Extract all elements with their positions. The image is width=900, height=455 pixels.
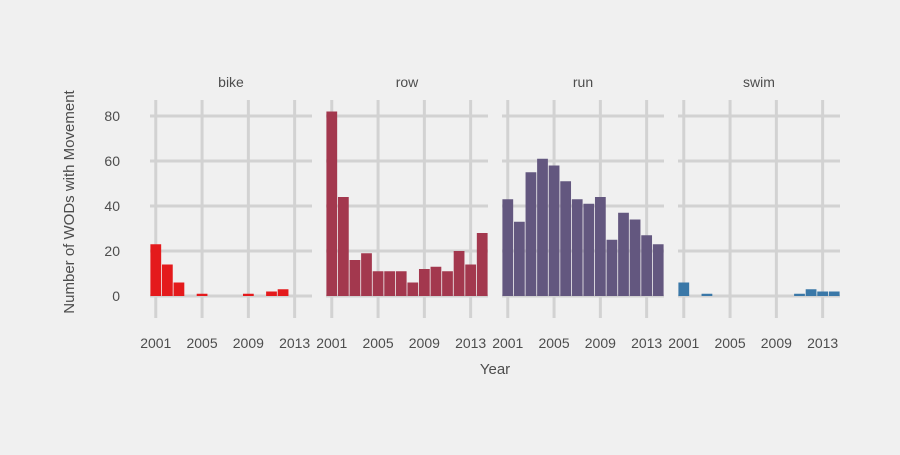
x-tick-label: 2009 bbox=[409, 335, 440, 351]
bar-run-2009 bbox=[594, 197, 606, 296]
bar-bike-2009 bbox=[242, 293, 254, 296]
x-tick-label: 2009 bbox=[761, 335, 792, 351]
bar-bike-2005 bbox=[196, 293, 208, 296]
facet-title: row bbox=[396, 74, 419, 90]
y-tick-label: 20 bbox=[104, 243, 120, 259]
y-tick-label: 60 bbox=[104, 153, 120, 169]
bar-row-2014 bbox=[476, 233, 488, 296]
bar-row-2004 bbox=[361, 253, 372, 296]
bar-row-2010 bbox=[430, 266, 442, 296]
facet-title: bike bbox=[218, 74, 244, 90]
x-tick-label: 2005 bbox=[714, 335, 745, 351]
facet-panel-swim: swim 2001 2005 2009 2013 bbox=[668, 74, 840, 351]
y-tick-label: 40 bbox=[104, 198, 120, 214]
bar-run-2003 bbox=[525, 172, 537, 296]
bar-row-2011 bbox=[442, 271, 453, 296]
bar-run-2005 bbox=[548, 165, 560, 296]
x-tick-label: 2005 bbox=[538, 335, 569, 351]
x-tick-label: 2001 bbox=[492, 335, 523, 351]
bar-row-2006 bbox=[384, 271, 396, 296]
bar-row-2005 bbox=[372, 271, 384, 296]
x-tick-label: 2013 bbox=[279, 335, 310, 351]
bar-swim-2011 bbox=[794, 293, 805, 296]
x-tick-label: 2013 bbox=[631, 335, 662, 351]
bar-row-2002 bbox=[337, 197, 349, 296]
y-axis: 0 20 40 60 80 bbox=[104, 108, 120, 304]
bar-row-2009 bbox=[418, 269, 430, 296]
facet-panel-row: row 2001 2005 2009 2013 bbox=[316, 74, 488, 351]
bar-row-2008 bbox=[407, 282, 419, 296]
bar-run-2013 bbox=[641, 235, 653, 296]
bar-swim-2014 bbox=[828, 291, 840, 296]
bar-run-2012 bbox=[629, 219, 641, 296]
y-axis-label: Number of WODs with Movement bbox=[61, 89, 78, 313]
x-axis-label: Year bbox=[480, 361, 510, 378]
bar-swim-2013 bbox=[817, 291, 829, 296]
bar-swim-2001 bbox=[678, 282, 690, 296]
bar-swim-2012 bbox=[805, 289, 817, 296]
x-tick-label: 2001 bbox=[316, 335, 347, 351]
bar-row-2013 bbox=[465, 264, 477, 296]
x-tick-label: 2009 bbox=[233, 335, 264, 351]
bar-run-2004 bbox=[537, 158, 548, 296]
facet-title: run bbox=[573, 74, 593, 90]
bar-swim-2003 bbox=[701, 293, 713, 296]
bar-bike-2001 bbox=[150, 244, 162, 296]
bar-bike-2003 bbox=[173, 282, 185, 296]
bar-row-2003 bbox=[349, 260, 361, 296]
facet-panel-run: run 2001 2005 2009 2013 bbox=[492, 74, 664, 351]
bar-row-2007 bbox=[395, 271, 407, 296]
x-tick-label: 2013 bbox=[455, 335, 486, 351]
x-tick-label: 2005 bbox=[186, 335, 217, 351]
facet-panel-bike: bike 2001 2005 2009 2013 bbox=[140, 74, 312, 351]
bar-run-2007 bbox=[571, 199, 583, 296]
bar-bike-2012 bbox=[277, 289, 289, 296]
x-tick-label: 2001 bbox=[668, 335, 699, 351]
bar-bike-2002 bbox=[161, 264, 173, 296]
bar-run-2014 bbox=[652, 244, 664, 296]
x-tick-label: 2005 bbox=[362, 335, 393, 351]
x-tick-label: 2009 bbox=[585, 335, 616, 351]
bar-row-2012 bbox=[453, 251, 465, 296]
y-tick-label: 80 bbox=[104, 108, 120, 124]
bar-run-2011 bbox=[618, 212, 629, 296]
x-tick-label: 2013 bbox=[807, 335, 838, 351]
bar-run-2006 bbox=[560, 181, 572, 296]
bar-run-2002 bbox=[513, 221, 525, 296]
facet-title: swim bbox=[743, 74, 775, 90]
bar-run-2008 bbox=[583, 203, 595, 296]
bar-run-2001 bbox=[502, 199, 514, 296]
bar-run-2010 bbox=[606, 239, 618, 296]
y-tick-label: 0 bbox=[112, 288, 120, 304]
bar-row-2001 bbox=[326, 111, 338, 296]
x-tick-label: 2001 bbox=[140, 335, 171, 351]
bar-bike-2011 bbox=[266, 291, 277, 296]
